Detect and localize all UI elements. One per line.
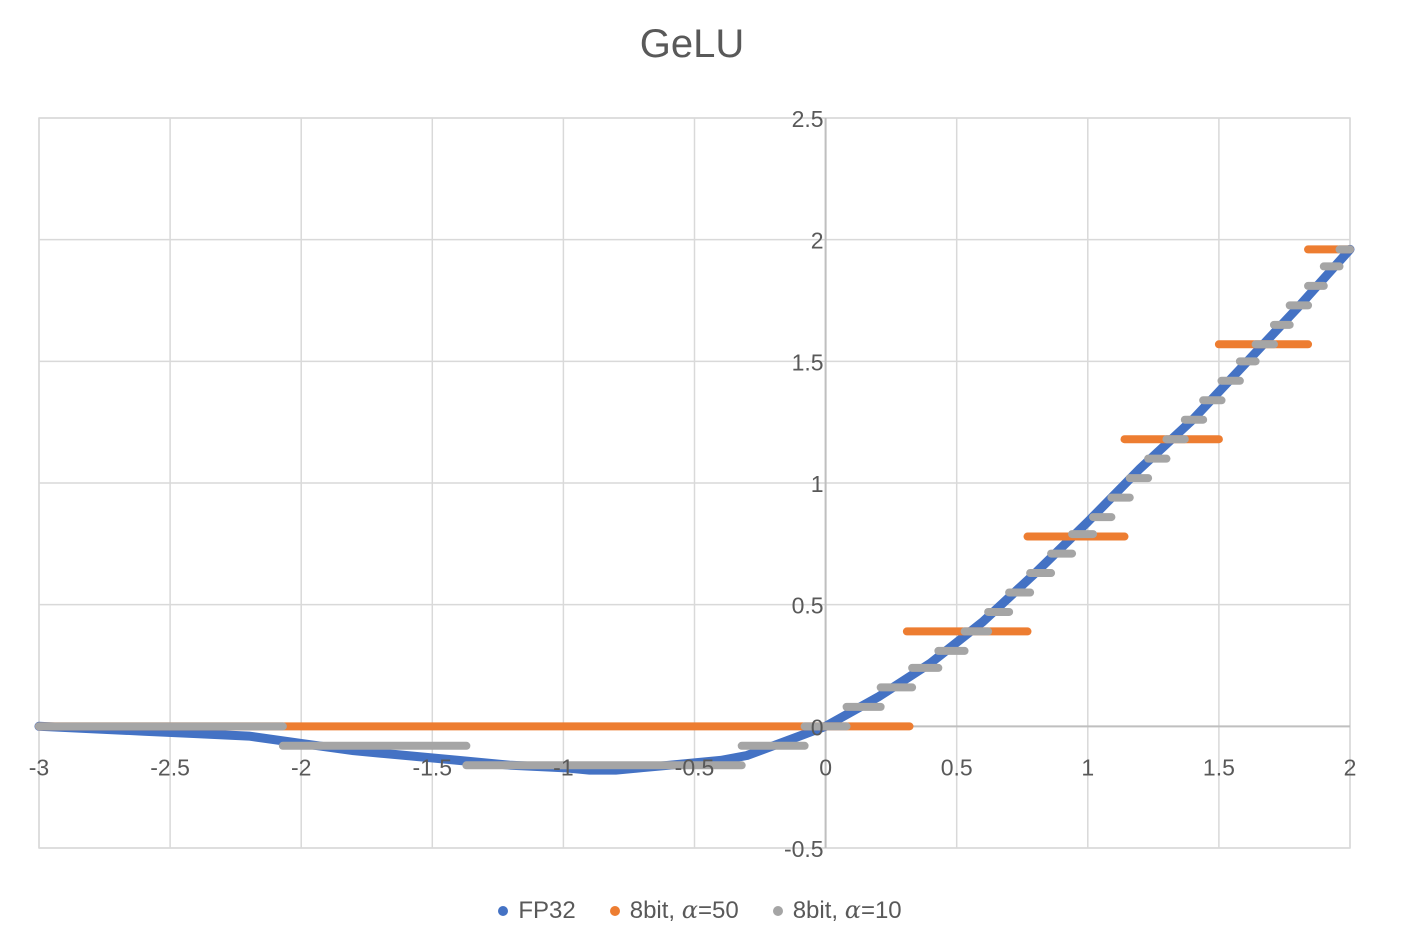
series-2 [35,245,1354,770]
x-tick-label: -1 [553,754,573,780]
y-tick-label: 1.5 [792,349,824,375]
legend-marker-8bit-alpha50 [609,905,620,916]
x-tick-label: -0.5 [675,754,715,780]
legend-entry-fp32[interactable]: FP32 [498,896,576,925]
x-tick-label: 0.5 [941,754,973,780]
legend-marker-8bit-alpha10 [772,905,783,916]
y-tick-label: -0.5 [784,836,824,862]
x-tick-label: 1.5 [1203,754,1235,780]
x-tick-label: 0 [819,754,832,780]
chart-title: GeLU [639,22,745,66]
y-tick-label: 0 [811,714,824,740]
tick-labels: -3 -2.5 -2 -1.5 -1 -0.5 0 0.5 1 1.5 2 2.5 2 1.5 1 0.5 0 -… [29,106,1357,862]
series-layer [34,244,1355,775]
legend-label-8bit-alpha50: 8bit, α=50 [629,896,739,924]
legend-marker-fp32 [498,905,509,916]
legend-entry-8bit-alpha50[interactable]: 8bit, α=50 [609,896,739,925]
y-tick-label: 0.5 [792,593,824,619]
x-tick-label: 2 [1344,754,1357,780]
y-tick-label: 2.5 [792,106,824,132]
legend-entry-8bit-alpha10[interactable]: 8bit, α=10 [772,896,902,925]
y-tick-label: 1 [811,471,824,497]
x-tick-label: 1 [1081,754,1094,780]
x-tick-label: -2 [291,754,311,780]
x-tick-label: -3 [29,754,49,780]
legend: FP32 8bit, α=50 8bit, α=10 [0,896,1400,925]
gelu-chart: -3 -2.5 -2 -1.5 -1 -0.5 0 0.5 1 1.5 2 2.5 2 1.5 1 0.5 0 -… [29,106,1357,862]
y-tick-label: 2 [811,228,824,254]
x-tick-label: -1.5 [412,754,452,780]
legend-label-fp32: FP32 [518,896,576,924]
legend-label-8bit-alpha10: 8bit, α=10 [792,896,902,924]
x-tick-label: -2.5 [150,754,190,780]
